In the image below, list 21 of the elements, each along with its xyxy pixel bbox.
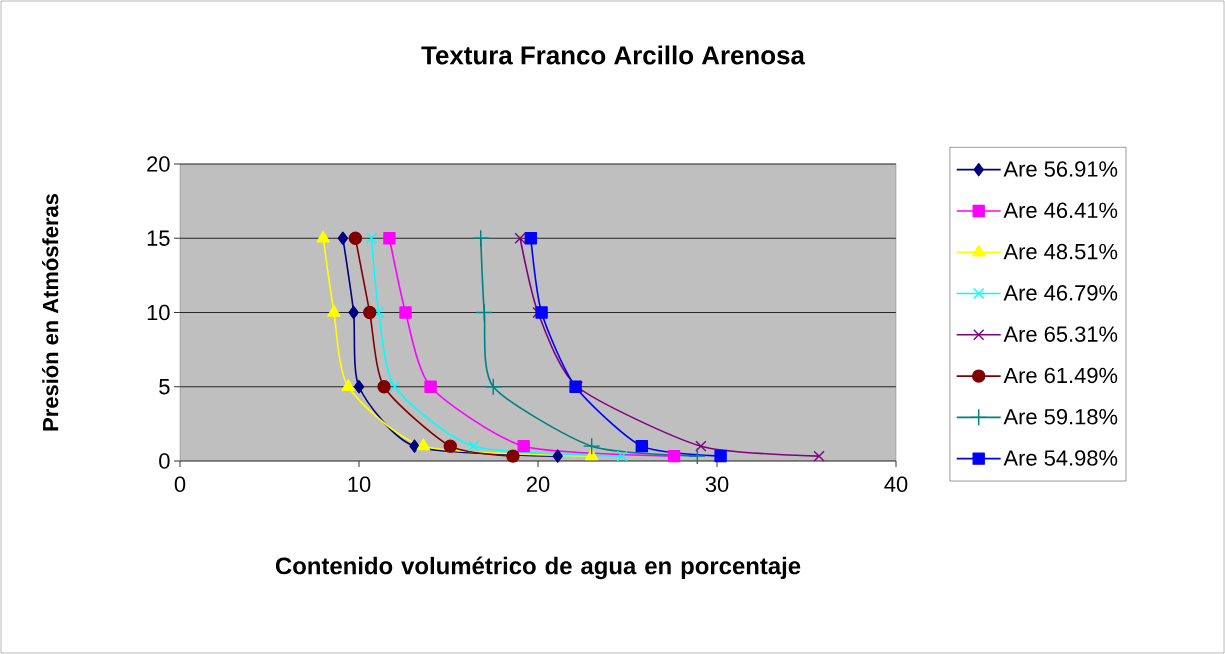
x-tick-label: 30 (705, 476, 729, 493)
y-axis-title: Presión en Atmósferas (42, 194, 59, 431)
legend-label: Are 65.31% (1003, 326, 1118, 342)
x-tick-label: 40 (884, 476, 908, 493)
chart-title: Textura Franco Arcillo Arenosa (421, 45, 806, 65)
legend-label: Are 59.18% (1003, 408, 1118, 425)
legend-label: Are 54.98% (1003, 450, 1118, 466)
x-tick-label: 20 (526, 476, 550, 493)
y-tick-label: 10 (147, 304, 170, 321)
legend-label: Are 56.91% (1003, 161, 1118, 177)
legend-label: Are 46.79% (1003, 285, 1118, 301)
y-tick-label: 0 (159, 453, 170, 469)
legend-label: Are 61.49% (1003, 367, 1118, 384)
y-tick-label: 15 (147, 230, 170, 246)
x-tick-label: 10 (348, 476, 371, 493)
y-tick-label: 5 (159, 379, 170, 395)
x-axis-title: Contenido volumétrico de agua en porcentaje (275, 556, 801, 580)
x-tick-label: 0 (174, 476, 186, 493)
legend-label: Are 46.41% (1003, 202, 1118, 219)
legend-label: Are 48.51% (1003, 243, 1118, 260)
y-tick-label: 20 (147, 156, 170, 172)
